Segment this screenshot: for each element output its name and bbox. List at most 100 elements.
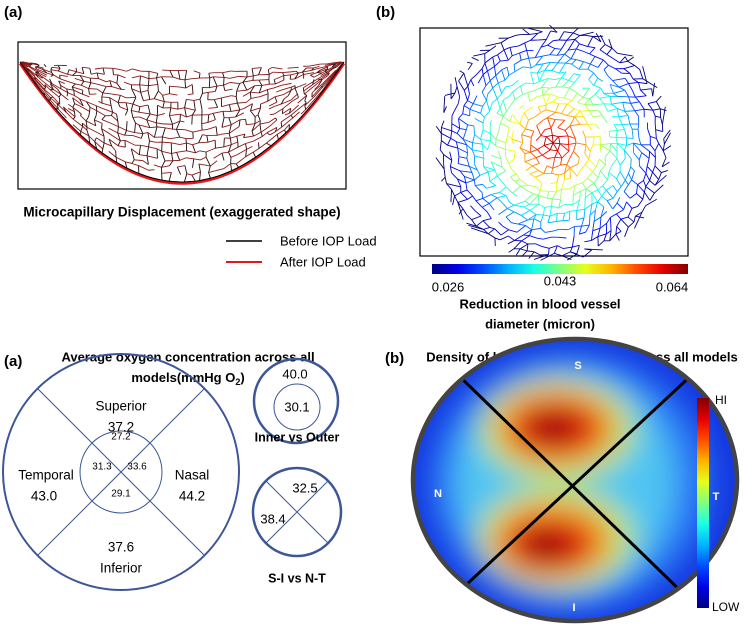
segment — [266, 134, 278, 144]
vessel — [489, 175, 498, 182]
segment — [67, 80, 76, 85]
segment — [113, 123, 119, 128]
vessel — [642, 78, 658, 88]
segment — [25, 68, 37, 82]
vessel — [489, 120, 492, 126]
segment — [303, 81, 314, 89]
segment — [245, 151, 254, 158]
vessel — [554, 77, 562, 81]
segment — [124, 161, 128, 169]
segment — [313, 78, 319, 82]
vessel — [453, 103, 459, 112]
segment — [59, 75, 61, 79]
vessel — [619, 56, 626, 64]
vessel — [634, 65, 640, 70]
vessel — [556, 49, 562, 56]
vessel — [499, 192, 507, 197]
segment — [106, 80, 110, 83]
vessel — [454, 86, 458, 94]
vessel — [483, 165, 496, 171]
segment — [130, 110, 134, 118]
segment — [185, 138, 187, 144]
segment — [148, 83, 158, 87]
segment — [148, 146, 158, 150]
vessel — [599, 49, 608, 55]
vessel — [626, 142, 634, 146]
segment — [267, 89, 269, 94]
vessel — [618, 116, 623, 125]
segment — [120, 139, 126, 142]
vessel — [538, 203, 545, 209]
colorbar-tick: 0.043 — [544, 273, 577, 288]
vessel — [532, 162, 540, 167]
segment — [209, 85, 218, 89]
vessel — [558, 62, 566, 74]
segment — [230, 109, 240, 112]
vessel — [450, 138, 457, 143]
segment — [257, 107, 262, 115]
vessel — [617, 107, 625, 112]
segment — [132, 97, 137, 105]
vessel — [607, 75, 613, 81]
vessel — [513, 200, 525, 206]
vessel — [542, 207, 546, 215]
segment — [88, 88, 90, 95]
segment — [304, 86, 314, 95]
segment — [282, 100, 293, 109]
vessel — [554, 48, 562, 50]
vessel — [547, 197, 553, 200]
vessel — [588, 158, 597, 168]
vessel — [457, 96, 461, 104]
segment — [73, 90, 75, 96]
segment — [242, 79, 254, 83]
segment — [304, 96, 315, 107]
segment — [305, 102, 313, 110]
segment — [192, 144, 196, 153]
segment — [313, 79, 315, 82]
vessel — [454, 77, 458, 87]
vessel — [535, 63, 544, 66]
vessel — [543, 165, 548, 174]
segment — [205, 156, 211, 167]
segment — [224, 88, 233, 92]
segment — [280, 114, 292, 123]
vessel — [487, 140, 491, 150]
segment — [289, 108, 292, 114]
segment — [179, 86, 186, 89]
segment — [262, 132, 268, 137]
vessel — [568, 226, 575, 231]
vessel — [630, 103, 636, 111]
vessel — [566, 38, 575, 41]
vessel — [558, 204, 565, 209]
segment — [71, 86, 83, 91]
vessel — [540, 44, 548, 48]
vessel — [604, 150, 611, 158]
vessel — [550, 61, 558, 64]
vessel — [654, 174, 667, 186]
segment — [254, 120, 261, 125]
vessel — [465, 124, 469, 130]
segment — [76, 71, 84, 75]
segment — [73, 111, 76, 117]
segment — [147, 132, 150, 142]
vessel — [495, 69, 502, 76]
segment — [112, 111, 117, 115]
segment — [193, 100, 196, 111]
vessel — [456, 128, 461, 134]
segment — [171, 142, 180, 145]
vessel — [588, 79, 594, 86]
vessel — [519, 248, 528, 252]
vessel — [482, 129, 491, 134]
vessel — [623, 68, 631, 74]
segment — [161, 165, 170, 168]
vessel — [555, 182, 558, 192]
segment — [317, 73, 328, 80]
vessel — [586, 171, 593, 179]
segment — [177, 107, 185, 110]
vessel — [496, 93, 502, 100]
segment — [198, 141, 209, 144]
vessel — [635, 95, 647, 98]
segment — [260, 132, 263, 137]
vessel — [623, 201, 627, 210]
vessel — [615, 226, 618, 235]
